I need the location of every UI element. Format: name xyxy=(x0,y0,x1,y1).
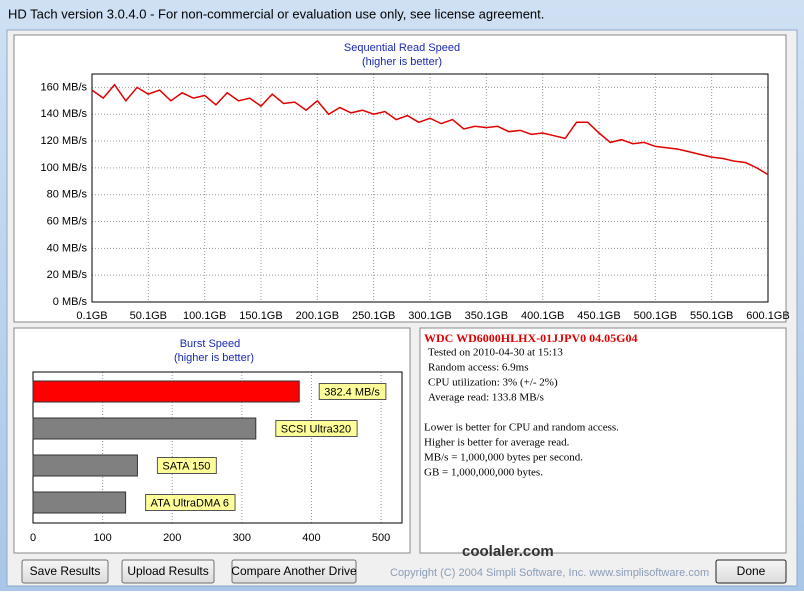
x-tick-label: 250.1GB xyxy=(352,310,395,322)
y-tick-label: 140 MB/s xyxy=(41,108,88,120)
info-note: Lower is better for CPU and random acces… xyxy=(424,422,619,434)
x-tick-label: 600.1GB xyxy=(746,310,789,322)
bar-tag-label: 382.4 MB/s xyxy=(324,386,380,398)
chart-subtitle: (higher is better) xyxy=(362,56,442,68)
bar xyxy=(32,380,300,403)
bar xyxy=(32,454,138,477)
x-tick-label: 350.1GB xyxy=(465,310,508,322)
y-tick-label: 100 MB/s xyxy=(41,162,88,174)
x-tick-label: 50.1GB xyxy=(130,310,167,322)
info-note: GB = 1,000,000,000 bytes. xyxy=(424,467,543,479)
info-detail: Tested on 2010-04-30 at 15:13 xyxy=(428,347,563,359)
info-detail: CPU utilization: 3% (+/- 2%) xyxy=(428,377,558,389)
x-tick-label: 400 xyxy=(302,532,320,544)
copyright: Copyright (C) 2004 Simpli Software, Inc.… xyxy=(390,567,709,579)
bar xyxy=(32,417,257,440)
button[interactable] xyxy=(121,559,215,584)
button-label[interactable]: Upload Results xyxy=(127,564,208,578)
y-tick-label: 60 MB/s xyxy=(47,215,88,227)
bar-tag-label: ATA UltraDMA 6 xyxy=(151,497,229,509)
info-note: MB/s = 1,000,000 bytes per second. xyxy=(424,452,583,464)
button-label[interactable]: Done xyxy=(737,564,766,578)
x-tick-label: 0.1GB xyxy=(76,310,107,322)
x-tick-label: 100.1GB xyxy=(183,310,226,322)
y-tick-label: 0 MB/s xyxy=(53,296,88,308)
button-label[interactable]: Compare Another Drive xyxy=(231,564,357,578)
x-tick-label: 100 xyxy=(93,532,111,544)
drive-name: WDC WD6000HLHX-01JJPV0 04.05G04 xyxy=(424,331,637,345)
x-tick-label: 500 xyxy=(372,532,390,544)
x-tick-label: 300.1GB xyxy=(408,310,451,322)
x-tick-label: 300 xyxy=(233,532,251,544)
bar-tag xyxy=(156,457,217,474)
bar-tag-label: SATA 150 xyxy=(162,460,210,472)
bar-tag xyxy=(275,420,358,437)
watermark: coolaler.com xyxy=(462,543,554,560)
bar-tag-label: SCSI Ultra320 xyxy=(281,423,351,435)
bar-tag xyxy=(318,383,387,400)
burst-panel xyxy=(13,327,411,554)
button[interactable] xyxy=(715,559,787,584)
info-note: Higher is better for average read. xyxy=(424,437,570,449)
info-detail: Average read: 133.8 MB/s xyxy=(428,392,544,404)
button[interactable] xyxy=(21,559,109,584)
x-tick-label: 400.1GB xyxy=(521,310,564,322)
x-tick-label: 0 xyxy=(30,532,36,544)
y-tick-label: 160 MB/s xyxy=(41,81,88,93)
chart-title: Burst Speed xyxy=(180,338,241,350)
y-tick-label: 80 MB/s xyxy=(47,189,88,201)
read-panel xyxy=(13,34,787,323)
bar-tag xyxy=(145,494,236,511)
chart-subtitle: (higher is better) xyxy=(174,352,254,364)
y-tick-label: 40 MB/s xyxy=(47,242,88,254)
y-tick-label: 20 MB/s xyxy=(47,269,88,281)
info-panel xyxy=(419,327,787,554)
x-tick-label: 200 xyxy=(163,532,181,544)
x-tick-label: 200.1GB xyxy=(296,310,339,322)
x-tick-label: 450.1GB xyxy=(577,310,620,322)
x-tick-label: 500.1GB xyxy=(634,310,677,322)
x-tick-label: 550.1GB xyxy=(690,310,733,322)
info-detail: Random access: 6.9ms xyxy=(428,362,529,374)
window-title: HD Tach version 3.0.4.0 - For non-commer… xyxy=(8,6,544,21)
chart-title: Sequential Read Speed xyxy=(344,42,460,54)
x-tick-label: 150.1GB xyxy=(239,310,282,322)
data-line xyxy=(91,83,769,176)
plot-area xyxy=(32,371,403,524)
bar xyxy=(32,491,127,514)
plot-area xyxy=(91,73,769,303)
button[interactable] xyxy=(231,559,357,584)
button-label[interactable]: Save Results xyxy=(30,564,101,578)
y-tick-label: 120 MB/s xyxy=(41,135,88,147)
